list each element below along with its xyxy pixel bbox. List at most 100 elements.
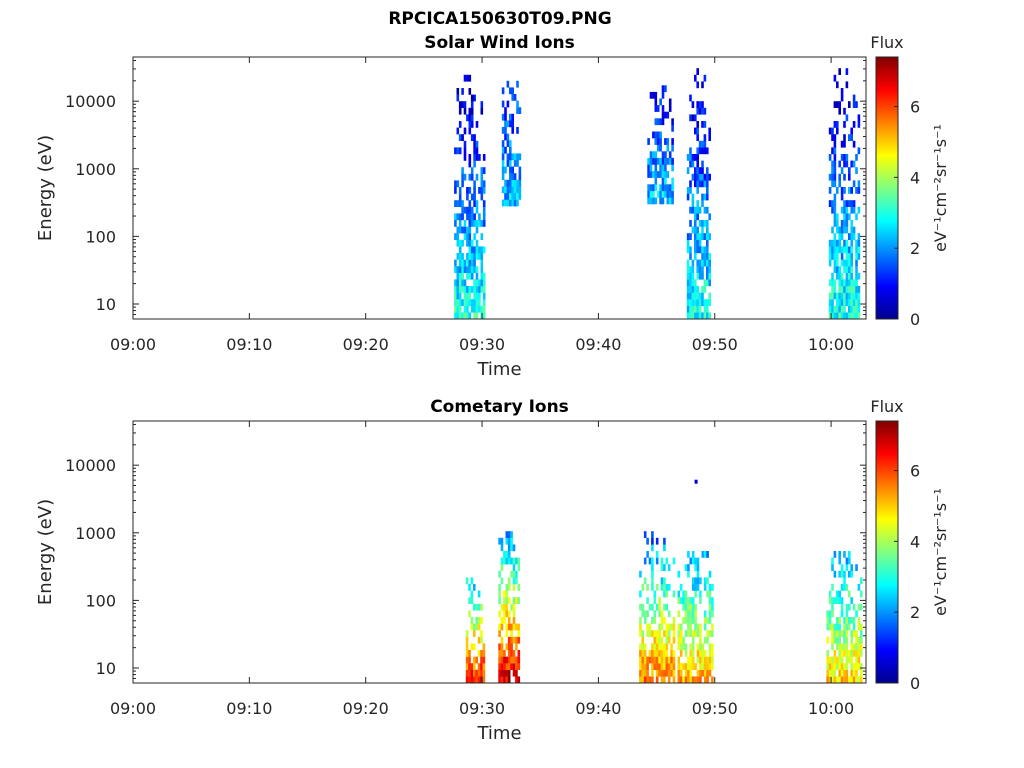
heatmap-cell [643,669,647,677]
heatmap-cell [696,299,699,306]
y-tick-label: 100 [85,227,116,246]
heatmap-cell [679,650,683,657]
heatmap-cell [703,299,707,306]
heatmap-cell [660,650,664,657]
heatmap-cell [828,127,832,135]
heatmap-cell [475,603,478,611]
x-tick-label: 09:10 [226,699,272,718]
heatmap-cell [694,292,697,300]
heatmap-cell [498,597,501,604]
heatmap-cell [461,213,464,221]
heatmap-cell [711,610,714,618]
heatmap-cell [852,617,856,624]
heatmap-cell [836,187,839,194]
heatmap-cell [655,537,659,545]
heatmap-cell [664,151,667,159]
heatmap-cell [686,286,690,293]
heatmap-cell [855,630,858,637]
heatmap-cell [512,570,516,578]
heatmap-cell [828,292,832,300]
heatmap-cell [691,577,695,585]
heatmap-cell [668,184,672,192]
heatmap-cell [504,166,507,174]
heatmap-cell [850,564,853,571]
x-tick-label: 09:50 [692,335,738,354]
heatmap-cell [708,272,711,280]
heatmap-cell [516,160,519,167]
heatmap-cell [456,272,460,280]
heatmap-cell [470,299,474,306]
heatmap-cell [463,101,467,108]
heatmap-cell [855,656,858,664]
heatmap-cell [461,206,464,214]
heatmap-cell [850,206,853,214]
heatmap-cell [482,669,486,677]
heatmap-cell [694,239,697,247]
heatmap-cell [641,656,645,664]
heatmap-cell [498,630,501,637]
heatmap-cell [857,305,861,313]
heatmap-cell [843,676,846,684]
heatmap-cell [843,279,846,287]
heatmap-cell [699,650,702,657]
heatmap-cell [641,584,645,591]
heatmap-cell [699,630,702,637]
heatmap-cell [703,584,707,591]
heatmap-cell [833,669,837,677]
heatmap-cell [852,121,856,128]
heatmap-cell [703,305,707,313]
heatmap-cell [689,299,692,306]
heatmap-cell [848,623,851,631]
heatmap-cell [517,597,521,604]
y-axis-label: Energy (eV) [35,499,56,605]
heatmap-cell [511,186,514,194]
heatmap-cell [684,610,688,618]
heatmap-cell [689,94,692,102]
heatmap-cell [687,630,690,637]
heatmap-cell [848,246,851,254]
heatmap-cell [689,246,692,254]
heatmap-cell [698,305,702,313]
heatmap-cell [855,669,858,677]
heatmap-cell [696,233,699,240]
heatmap-cell [512,603,516,611]
heatmap-cell [511,120,514,128]
heatmap-cell [671,118,674,126]
heatmap-cell [468,253,472,260]
heatmap-cell [840,630,844,637]
heatmap-cell [855,187,858,194]
heatmap-cell [689,206,692,214]
colorbar-label: eV⁻¹cm⁻²sr⁻¹s⁻¹ [931,488,950,616]
heatmap-cell [850,259,853,267]
heatmap-cell [838,160,841,168]
heatmap-cell [840,656,844,664]
heatmap-cell [852,233,856,240]
heatmap-cell [651,564,654,571]
heatmap-cell [708,656,712,664]
heatmap-cell [512,610,516,618]
heatmap-cell [843,636,846,644]
heatmap-cell [507,676,511,684]
heatmap-cell [649,190,653,198]
heatmap-cell [463,107,467,115]
heatmap-cell [703,107,707,115]
heatmap-cell [845,557,849,565]
heatmap-cell [480,279,484,287]
heatmap-cell [855,636,858,644]
heatmap-cell [473,140,476,148]
heatmap-cell [848,312,851,320]
heatmap-cell [696,81,699,89]
heatmap-cell [656,118,660,126]
heatmap-cell [513,199,517,207]
heatmap-cell [646,610,649,618]
heatmap-cell [672,617,676,624]
heatmap-cell [660,617,664,624]
heatmap-cell [663,630,666,637]
heatmap-cell [848,603,851,611]
heatmap-cell [470,272,474,280]
heatmap-cell [482,220,486,227]
heatmap-cell [656,157,660,165]
heatmap-cell [691,292,695,300]
heatmap-cell [694,557,697,565]
heatmap-cell [473,584,476,591]
